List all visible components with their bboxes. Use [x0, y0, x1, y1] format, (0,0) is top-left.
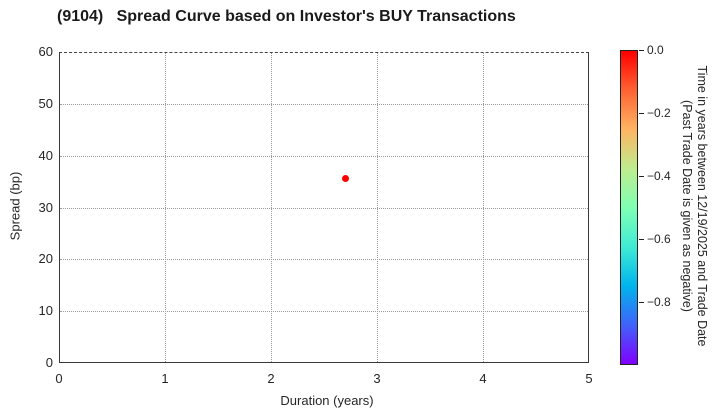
colorbar-tick-mark	[639, 113, 644, 114]
colorbar	[620, 50, 638, 365]
colorbar-tick-mark	[639, 302, 644, 303]
colorbar-label-line2: (Past Trade Date is given as negative)	[680, 100, 694, 312]
data-point	[342, 175, 350, 183]
gridline-horizontal	[60, 259, 588, 261]
colorbar-tick-label: 0.0	[647, 43, 664, 57]
colorbar-tick-mark	[639, 239, 644, 240]
y-axis-label: Spread (bp)	[7, 171, 23, 241]
gridline-horizontal	[60, 103, 588, 105]
colorbar-tick-label: −0.6	[647, 232, 671, 246]
y-tick-label: 60	[38, 44, 53, 59]
y-tick-label: 40	[38, 147, 53, 163]
x-tick-label: 0	[55, 371, 63, 386]
y-tick-label: 50	[38, 95, 53, 111]
colorbar-label: Time in years between 12/19/2025 and Tra…	[679, 41, 709, 371]
colorbar-tick-label: −0.2	[647, 106, 671, 120]
colorbar-label-line1: Time in years between 12/19/2025 and Tra…	[695, 65, 709, 347]
colorbar-tick-label: −0.8	[647, 295, 671, 309]
x-tick-label: 3	[373, 371, 381, 386]
y-tick-label: 10	[38, 303, 53, 319]
chart-title: (9104) Spread Curve based on Investor's …	[57, 8, 516, 25]
x-axis-label: Duration (years)	[280, 393, 374, 408]
colorbar-tick-label: −0.4	[647, 169, 671, 183]
x-tick-label: 2	[267, 371, 275, 386]
x-tick-label: 4	[479, 371, 487, 386]
y-tick-label: 30	[38, 199, 53, 215]
y-tick-label: 0	[45, 355, 53, 370]
plot-area	[59, 52, 589, 363]
y-tick-label: 20	[38, 251, 53, 267]
colorbar-tick-mark	[639, 176, 644, 177]
gridline-horizontal	[60, 155, 588, 157]
x-tick-label: 1	[161, 371, 169, 386]
colorbar-tick-mark	[639, 50, 644, 51]
gridline-horizontal	[60, 207, 588, 209]
gridline-horizontal	[60, 311, 588, 313]
x-tick-label: 5	[585, 371, 593, 386]
